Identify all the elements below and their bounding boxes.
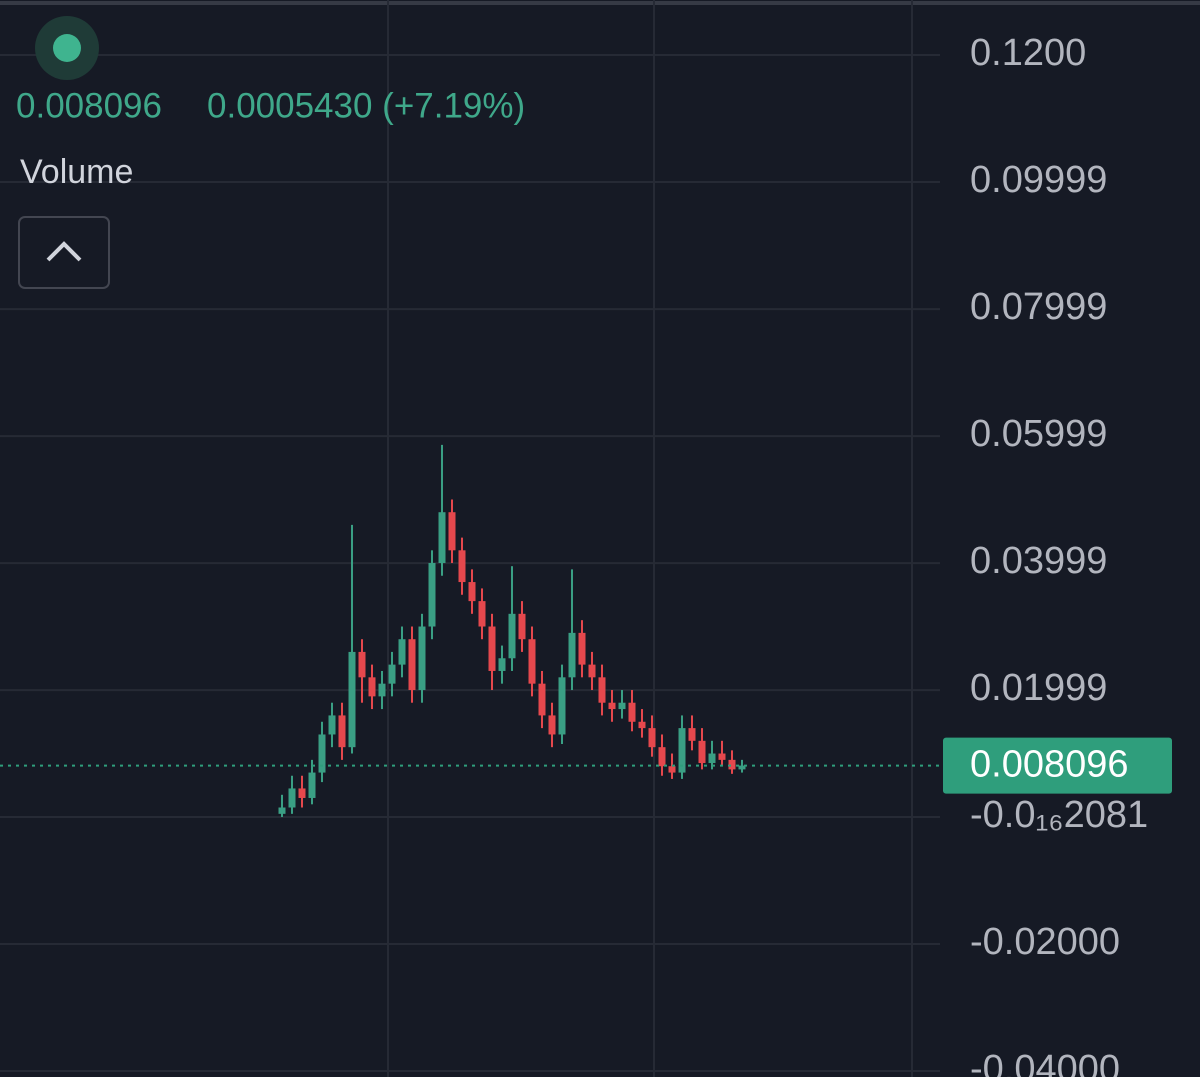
- candle-body: [718, 753, 726, 760]
- candle-body: [288, 788, 296, 808]
- caret-icon[interactable]: [46, 241, 82, 262]
- candle-body: [678, 728, 686, 773]
- y-tick-label: 0.05999: [970, 413, 1107, 455]
- candle-body: [448, 512, 456, 551]
- candle-body: [628, 702, 636, 722]
- candle-body: [478, 601, 486, 627]
- candle-body: [368, 677, 376, 697]
- candle-body: [658, 747, 666, 767]
- candle-body: [538, 683, 546, 716]
- candle-body: [348, 651, 356, 748]
- candle-body: [738, 765, 746, 770]
- candle-body: [458, 550, 466, 583]
- y-tick-label: -0.02000: [970, 921, 1120, 963]
- candle-body: [518, 613, 526, 640]
- candle-body: [688, 728, 696, 741]
- candle-body: [558, 677, 566, 735]
- candle-body: [338, 715, 346, 748]
- candle-body: [698, 740, 706, 764]
- grid: [0, 0, 940, 1077]
- candle-body: [488, 626, 496, 671]
- candle-body: [498, 658, 506, 671]
- price: 0.008096: [16, 86, 162, 125]
- price-change: 0.0005430 (+7.19%): [207, 86, 525, 125]
- volume-label: Volume: [20, 153, 133, 191]
- candle-body: [318, 734, 326, 773]
- collapse-button[interactable]: [18, 216, 110, 289]
- candle-body: [468, 582, 476, 602]
- y-tick-label: 0.01999: [970, 667, 1107, 709]
- candle-body: [278, 807, 286, 814]
- y-tick-label: 0.09999: [970, 159, 1107, 201]
- candle-body: [728, 759, 736, 770]
- candle-body: [428, 563, 436, 627]
- candle-body: [528, 639, 536, 684]
- y-tick-label: -0.0₁₆2081: [970, 794, 1148, 836]
- candle-body: [618, 702, 626, 710]
- candle-body: [438, 512, 446, 564]
- y-tick-label: -0.04000: [970, 1048, 1120, 1077]
- candle-body: [358, 651, 366, 678]
- candle-body: [298, 788, 306, 798]
- y-tick-label: 0.03999: [970, 540, 1107, 582]
- candle-body: [668, 766, 676, 773]
- candle-body: [598, 677, 606, 703]
- candle-body: [328, 715, 336, 735]
- candle-body: [408, 639, 416, 691]
- candle-body: [508, 613, 516, 659]
- candle-body: [418, 626, 426, 691]
- candle-body: [398, 639, 406, 665]
- candle-body: [708, 753, 716, 764]
- candle-body: [648, 728, 656, 748]
- candle-body: [378, 683, 386, 697]
- y-tick-label: 0.07999: [970, 286, 1107, 328]
- candle-body: [568, 632, 576, 678]
- candle-body: [638, 721, 646, 729]
- y-tick-label: 0.1200: [970, 32, 1086, 74]
- button-frame[interactable]: [18, 216, 110, 289]
- candle-body: [548, 715, 556, 735]
- candle-body: [588, 664, 596, 678]
- candle-body: [608, 702, 616, 710]
- candle-body: [388, 664, 396, 684]
- last-price-badge: [943, 737, 1172, 794]
- status-dot: [53, 34, 81, 62]
- candle-body: [578, 632, 586, 665]
- candle-body: [308, 772, 316, 798]
- last-price-label: 0.008096: [970, 744, 1129, 786]
